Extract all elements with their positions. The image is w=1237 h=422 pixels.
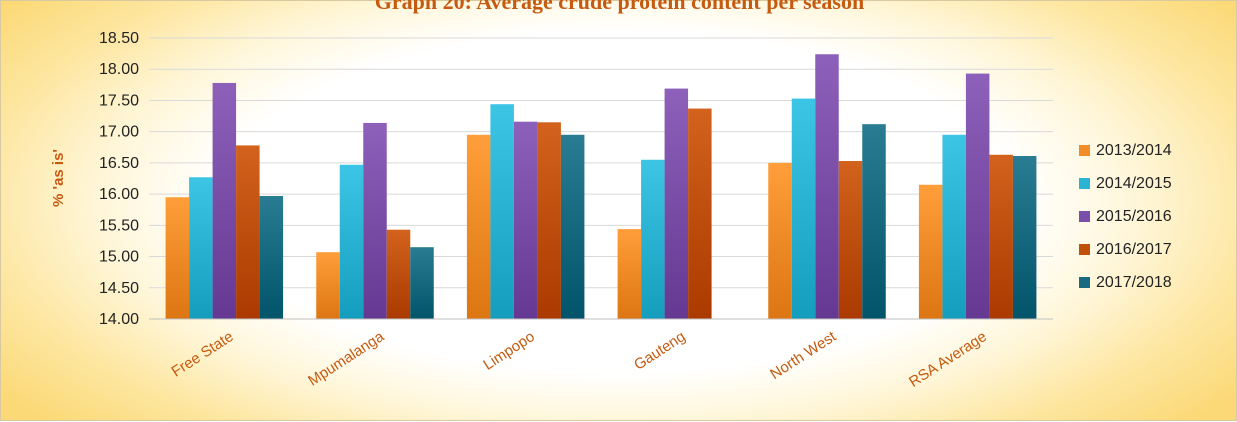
bar-2015-2016-free-state [212,82,237,320]
bar-2017-2018-north-west [862,124,886,319]
legend-swatch [1079,211,1090,222]
bar-2016-2017-free-state [236,145,260,319]
bar-2017-2018-free-state [259,195,284,319]
legend-swatch [1079,244,1090,255]
legend-label: 2016/2017 [1096,241,1172,258]
x-tick-label: Limpopo [480,328,538,374]
bar-2013-2014-limpopo [466,134,491,319]
bar-2016-2017-gauteng [688,108,712,319]
bar-2017-2018-mpumalanga [410,247,434,319]
bar-2014-2015-rsa-average [942,134,966,319]
bar-2015-2016-north-west [815,54,839,319]
bar-2016-2017-limpopo [537,122,561,319]
bar-2017-2018-rsa-average [1012,156,1037,319]
legend-swatch [1079,277,1090,288]
y-tick-label: 14.50 [99,280,139,297]
x-tick-label: Mpumalanga [305,328,388,390]
y-tick-label: 15.50 [99,217,139,234]
chart-title: Graph 20: Average crude protein content … [374,0,865,14]
bar-2014-2015-north-west [791,98,816,320]
legend-swatch [1079,178,1090,189]
y-tick-label: 15.00 [99,249,139,266]
bar-2014-2015-mpumalanga [339,164,364,319]
legend-label: 2014/2015 [1096,175,1172,192]
y-tick-label: 16.50 [99,155,139,172]
legend-swatch [1079,145,1090,156]
y-tick-label: 18.00 [99,61,139,78]
y-tick-label: 18.50 [99,30,139,47]
bar-2017-2018-limpopo [560,134,585,319]
x-tick-label: Gauteng [631,328,689,374]
x-tick-label: Free State [169,328,237,380]
y-tick-label: 17.00 [99,124,139,141]
bar-2013-2014-rsa-average [918,184,943,319]
bar-2013-2014-mpumalanga [316,252,340,319]
bar-2016-2017-north-west [838,161,863,319]
bar-2013-2014-free-state [165,197,190,319]
x-tick-label: North West [767,328,840,383]
bar-2016-2017-rsa-average [989,154,1013,319]
bar-2015-2016-limpopo [513,121,538,319]
bar-2016-2017-mpumalanga [386,229,411,319]
bar-2015-2016-gauteng [664,88,689,319]
bar-2014-2015-gauteng [641,159,665,319]
legend-label: 2017/2018 [1096,274,1172,291]
bar-2015-2016-mpumalanga [363,122,387,320]
y-tick-label: 16.00 [99,186,139,203]
y-tick-label: 17.50 [99,92,139,109]
y-tick-label: 14.00 [99,311,139,328]
bar-2014-2015-free-state [189,177,213,319]
legend-label: 2013/2014 [1096,142,1172,159]
legend-label: 2015/2016 [1096,208,1172,225]
y-axis-label: % 'as is' [50,149,67,207]
bar-2014-2015-limpopo [490,104,514,320]
x-tick-label: RSA Average [906,328,990,391]
bar-2015-2016-rsa-average [965,73,990,320]
bar-2013-2014-gauteng [617,229,642,319]
bar-2013-2014-north-west [768,162,792,319]
